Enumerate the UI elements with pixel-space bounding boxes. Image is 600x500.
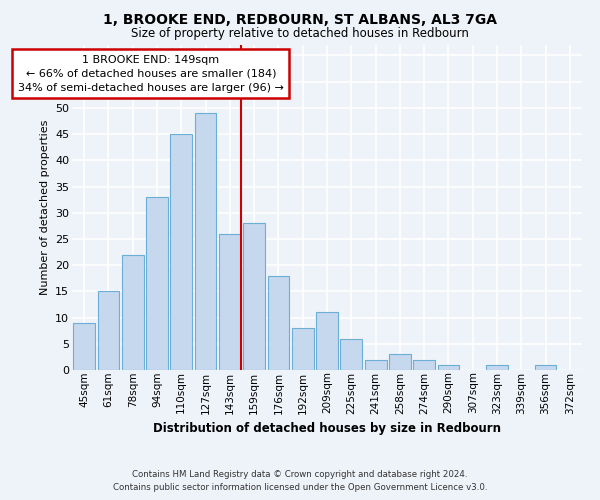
Bar xyxy=(146,197,168,370)
Bar xyxy=(535,365,556,370)
Bar xyxy=(316,312,338,370)
Bar xyxy=(97,292,119,370)
Bar xyxy=(437,365,460,370)
Bar xyxy=(243,223,265,370)
Bar xyxy=(122,254,143,370)
Bar xyxy=(73,323,95,370)
Bar xyxy=(365,360,386,370)
Bar xyxy=(219,234,241,370)
Text: Contains HM Land Registry data © Crown copyright and database right 2024.
Contai: Contains HM Land Registry data © Crown c… xyxy=(113,470,487,492)
Bar xyxy=(389,354,411,370)
Text: 1, BROOKE END, REDBOURN, ST ALBANS, AL3 7GA: 1, BROOKE END, REDBOURN, ST ALBANS, AL3 … xyxy=(103,12,497,26)
Bar xyxy=(268,276,289,370)
Y-axis label: Number of detached properties: Number of detached properties xyxy=(40,120,50,295)
Text: 1 BROOKE END: 149sqm
← 66% of detached houses are smaller (184)
34% of semi-deta: 1 BROOKE END: 149sqm ← 66% of detached h… xyxy=(18,54,284,93)
Bar xyxy=(170,134,192,370)
X-axis label: Distribution of detached houses by size in Redbourn: Distribution of detached houses by size … xyxy=(153,422,501,435)
Bar xyxy=(340,338,362,370)
Bar xyxy=(413,360,435,370)
Bar xyxy=(194,113,217,370)
Bar xyxy=(486,365,508,370)
Bar xyxy=(292,328,314,370)
Text: Size of property relative to detached houses in Redbourn: Size of property relative to detached ho… xyxy=(131,28,469,40)
